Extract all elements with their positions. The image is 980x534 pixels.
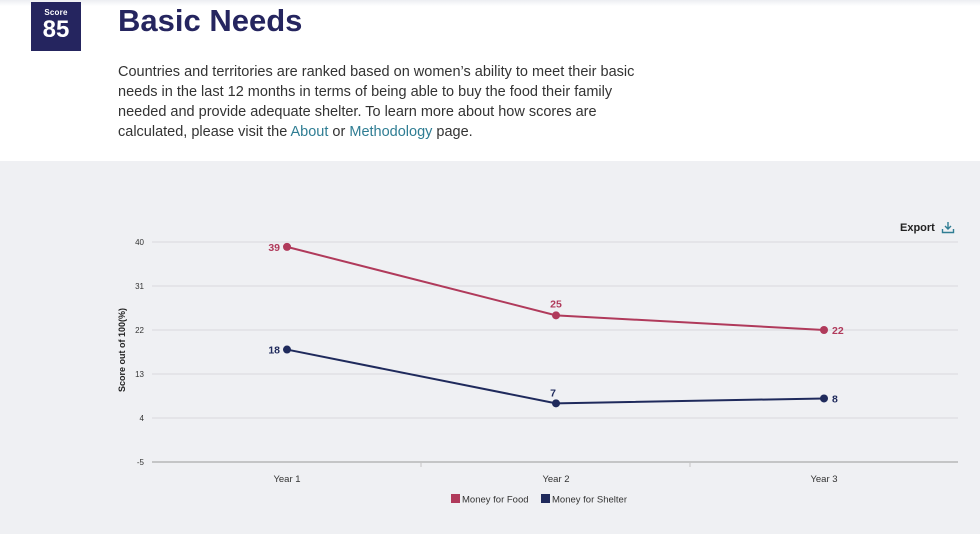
download-icon xyxy=(941,222,955,234)
legend-swatch xyxy=(541,494,550,503)
score-label: Score xyxy=(44,8,68,17)
chart-panel xyxy=(0,161,980,534)
data-point xyxy=(283,242,291,251)
intro-paragraph: Countries and territories are ranked bas… xyxy=(118,62,638,142)
top-shadow xyxy=(0,0,980,6)
export-label: Export xyxy=(900,221,935,234)
y-tick-label: 4 xyxy=(140,414,145,423)
legend-label: Money for Food xyxy=(462,495,529,506)
legend-swatch xyxy=(451,494,460,503)
page-title: Basic Needs xyxy=(118,3,303,38)
data-point xyxy=(283,345,291,354)
data-point xyxy=(820,394,828,403)
y-axis-title: Score out of 100(%) xyxy=(117,308,127,392)
chart-legend: Money for Food Money for Shelter xyxy=(451,494,627,506)
x-tick-label: Year 2 xyxy=(542,474,569,485)
about-link[interactable]: About xyxy=(290,124,329,140)
data-label: 22 xyxy=(832,325,844,337)
chart-series: 39 25 22 18 7 8 xyxy=(268,242,844,408)
export-button[interactable]: Export xyxy=(900,221,955,234)
score-value: 85 xyxy=(42,16,70,43)
chart-axes: -5 4 13 22 31 40 Year 1 Year 2 Year 3 Score out o… xyxy=(117,238,838,485)
x-tick-label: Year 1 xyxy=(273,474,300,485)
data-label: 8 xyxy=(832,393,838,405)
y-tick-label: 40 xyxy=(135,238,144,247)
data-label: 18 xyxy=(268,345,280,357)
y-tick-label: 22 xyxy=(135,326,144,335)
or-text: or xyxy=(328,124,350,140)
data-point xyxy=(552,399,560,408)
y-tick-label: -5 xyxy=(137,458,145,467)
x-tick-label: Year 3 xyxy=(810,474,837,485)
y-tick-label: 13 xyxy=(135,370,144,379)
data-label: 39 xyxy=(268,242,280,254)
score-badge: Score 85 xyxy=(31,2,81,51)
data-label: 7 xyxy=(550,387,556,399)
data-point xyxy=(820,326,828,334)
chart-grid xyxy=(152,241,958,467)
data-label: 25 xyxy=(550,298,562,310)
data-point xyxy=(552,311,560,320)
methodology-link[interactable]: Methodology xyxy=(349,124,433,140)
intro-text: Countries and territories are ranked bas… xyxy=(118,64,635,140)
legend-label: Money for Shelter xyxy=(552,495,627,506)
page-text: page. xyxy=(432,124,473,140)
y-tick-label: 31 xyxy=(135,282,144,291)
